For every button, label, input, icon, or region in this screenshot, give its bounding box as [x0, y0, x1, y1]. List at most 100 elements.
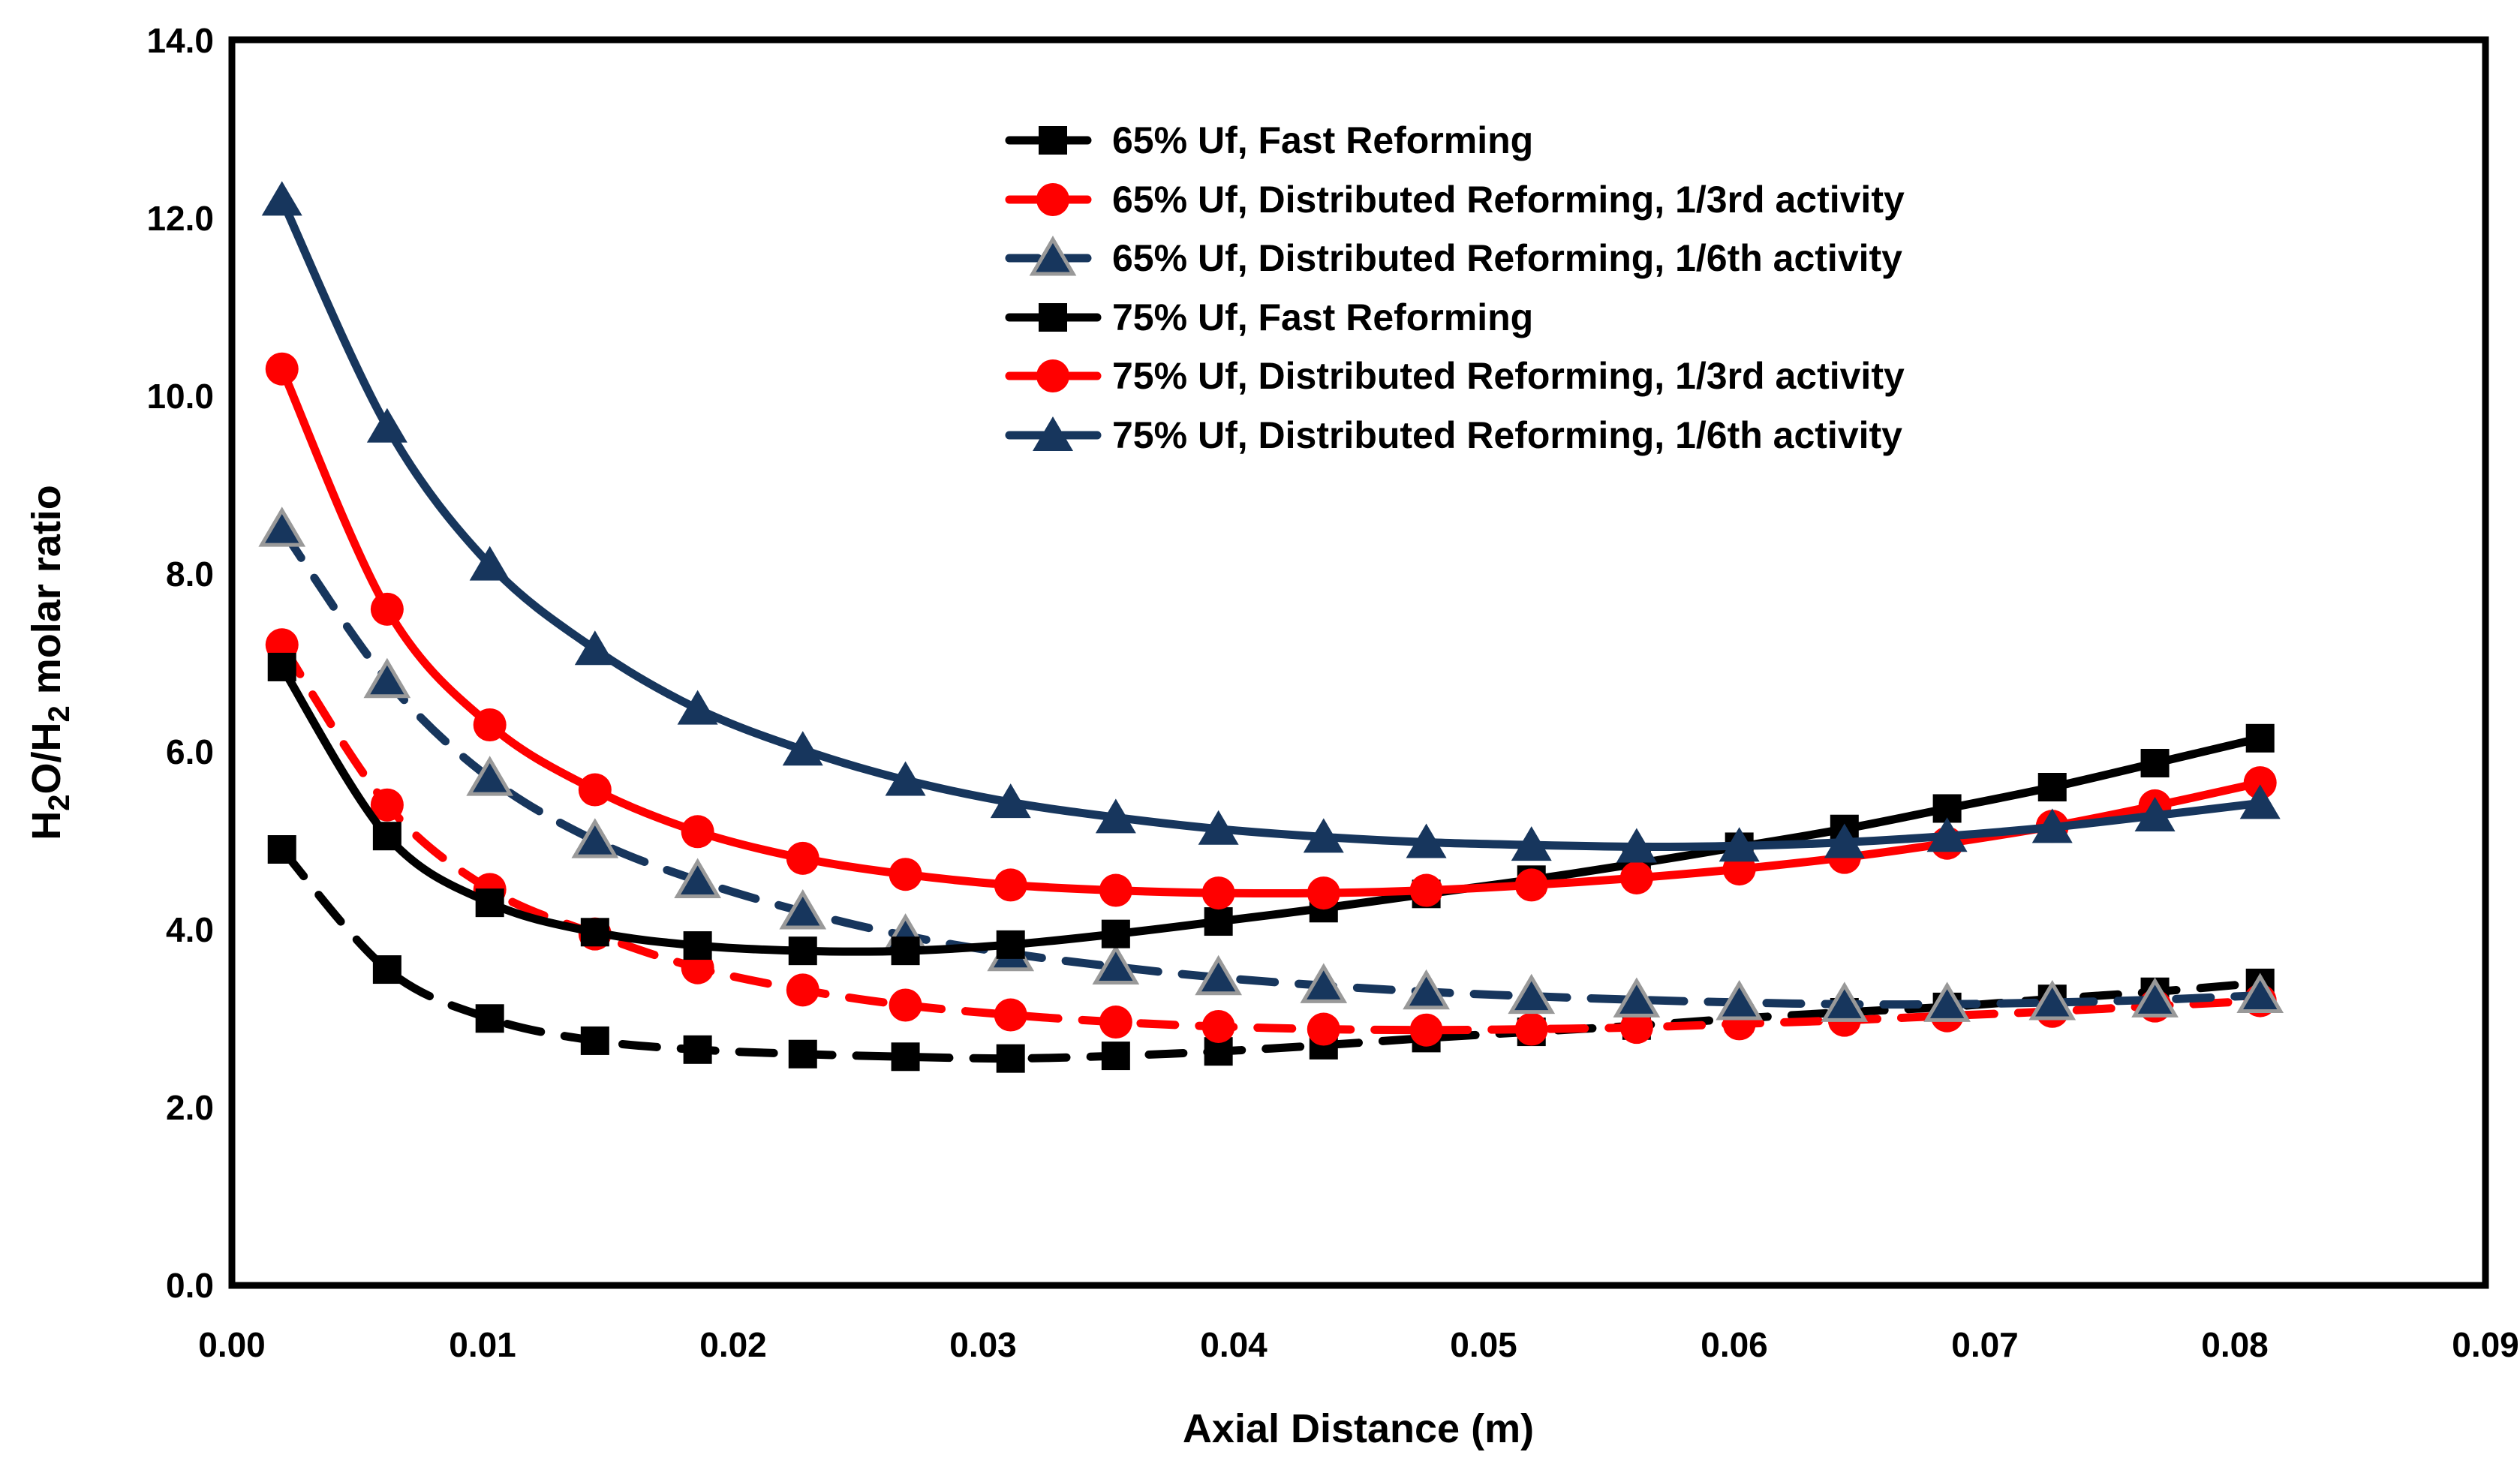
triangle-marker [258, 507, 306, 547]
triangle-marker [1303, 818, 1344, 853]
square-marker [2037, 773, 2067, 801]
circle-marker [1409, 1013, 1443, 1047]
circle-marker [1514, 868, 1548, 902]
triangle-marker [674, 858, 721, 898]
x-tick-005: 0.05 [1450, 1325, 1517, 1364]
plot-area-border [228, 36, 2489, 1289]
circle-marker [786, 973, 819, 1007]
triangle-marker [2031, 808, 2073, 843]
triangle-marker [2028, 980, 2076, 1021]
circle-marker [1099, 1006, 1132, 1039]
triangle-marker [779, 889, 827, 930]
series-75-uf-fast-reforming [267, 652, 2275, 966]
y-title-h: H [24, 811, 69, 840]
circle-marker [473, 708, 507, 741]
triangle-marker [677, 690, 718, 725]
triangle-marker [1198, 810, 1239, 845]
series-75-uf-distributed-reforming-1-6th-activity [261, 181, 2281, 863]
triangle-marker [1195, 954, 1243, 996]
triangle-marker [1508, 973, 1556, 1015]
circle-marker [786, 841, 819, 875]
square-marker [788, 936, 817, 966]
square-marker [1039, 126, 1067, 155]
triangle-marker [261, 181, 302, 216]
circle-marker [1036, 183, 1069, 216]
legend-entry-65-uf-distributed-reforming-1-3rd-activity [1005, 183, 1102, 216]
series-65-uf-distributed-reforming-1-6th-activity [258, 507, 2284, 1022]
series-line [278, 525, 2265, 1009]
y-title-oh: O/H [24, 723, 69, 795]
triangle-marker [1300, 963, 1348, 1003]
y-tick-14: 14.0 [146, 21, 214, 60]
circle-marker [1514, 1012, 1548, 1046]
legend-entry-75-uf-distributed-reforming-1-3rd-activity [1005, 359, 1102, 392]
series-65-uf-fast-reforming [267, 835, 2275, 1073]
circle-marker [1099, 873, 1132, 907]
square-marker [580, 1026, 609, 1055]
square-marker [580, 918, 609, 947]
square-marker [891, 936, 920, 966]
triangle-marker [574, 630, 615, 666]
circle-marker [1409, 873, 1443, 907]
legend-entry-65-uf-fast-reforming [1005, 126, 1102, 155]
y-axis-tick-labels: 0.0 2.0 4.0 6.0 8.0 10.0 12.0 14.0 [146, 21, 214, 1305]
y-title-sub2b: 2 [43, 705, 76, 722]
circle-marker [994, 868, 1027, 902]
triangle-marker [1095, 798, 1136, 834]
y-tick-4: 4.0 [166, 910, 214, 949]
triangle-marker [1033, 416, 1073, 451]
square-marker [2140, 748, 2170, 777]
square-marker [683, 931, 712, 960]
triangle-marker [466, 756, 514, 796]
legend-label-65-one-third: 65% Uf, Distributed Reforming, 1/3rd act… [1112, 179, 1905, 221]
triangle-marker [1719, 827, 1760, 862]
legend-label-65-one-sixth: 65% Uf, Distributed Reforming, 1/6th act… [1112, 237, 1902, 279]
triangle-marker [2236, 972, 2284, 1013]
square-marker [2245, 723, 2275, 753]
square-marker [1204, 907, 1233, 936]
y-tick-8: 8.0 [166, 555, 214, 594]
square-marker [891, 1042, 920, 1072]
circle-marker [2243, 766, 2277, 800]
y-tick-0: 0.0 [166, 1266, 214, 1305]
plot-series-container [258, 181, 2284, 1073]
triangle-marker [1923, 981, 1971, 1022]
x-tick-007: 0.07 [1951, 1325, 2019, 1364]
legend-label-75-one-sixth: 75% Uf, Distributed Reforming, 1/6th act… [1112, 414, 1902, 456]
circle-marker [1307, 876, 1340, 910]
triangle-marker [1926, 817, 1968, 852]
triangle-marker [1092, 944, 1140, 985]
y-tick-2: 2.0 [166, 1088, 214, 1127]
triangle-marker [2131, 977, 2179, 1018]
x-tick-008: 0.08 [2201, 1325, 2269, 1364]
triangle-marker [1403, 969, 1450, 1010]
triangle-marker [2134, 796, 2176, 831]
y-title-molar-ratio: molar ratio [24, 485, 69, 705]
legend: 65% Uf, Fast Reforming 65% Uf, Distribut… [1005, 119, 1905, 456]
square-marker [996, 930, 1025, 959]
legend-label-75-one-third: 75% Uf, Distributed Reforming, 1/3rd act… [1112, 355, 1905, 397]
triangle-marker [1616, 828, 1657, 863]
triangle-marker [366, 407, 407, 443]
square-marker [1101, 1042, 1130, 1071]
square-marker [372, 955, 401, 984]
square-marker [372, 822, 401, 851]
triangle-marker [1716, 980, 1764, 1021]
y-tick-12: 12.0 [146, 199, 214, 238]
circle-marker [370, 592, 404, 626]
square-marker [475, 888, 504, 918]
x-tick-009: 0.09 [2452, 1325, 2519, 1364]
y-axis-title: H2O/H2 molar ratio [24, 485, 76, 840]
triangle-marker [1406, 823, 1447, 858]
triangle-marker [885, 761, 926, 796]
circle-marker [1201, 1009, 1235, 1043]
circle-marker [1307, 1012, 1340, 1046]
triangle-marker [782, 731, 823, 766]
circle-marker [578, 773, 612, 807]
legend-label-65-fast: 65% Uf, Fast Reforming [1112, 119, 1533, 161]
square-marker [996, 1044, 1025, 1073]
series-line [278, 663, 2265, 956]
triangle-marker [1029, 236, 1077, 276]
square-marker [788, 1039, 817, 1069]
y-title-sub2a: 2 [43, 795, 76, 811]
